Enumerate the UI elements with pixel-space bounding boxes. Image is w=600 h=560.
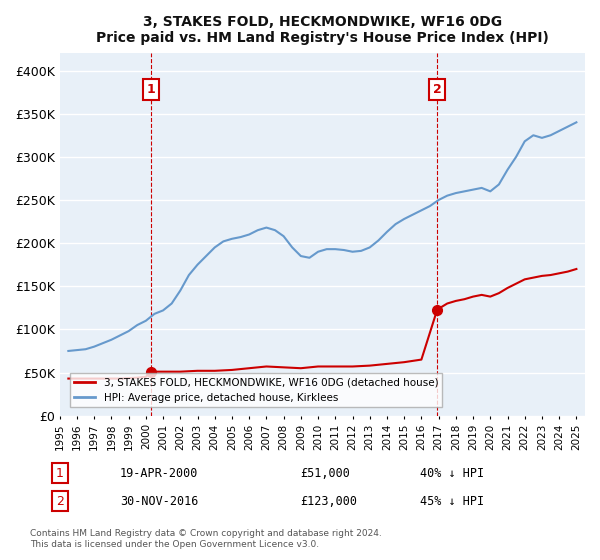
Text: 2: 2 (56, 494, 64, 508)
Text: 2: 2 (433, 83, 442, 96)
Legend: 3, STAKES FOLD, HECKMONDWIKE, WF16 0DG (detached house), HPI: Average price, det: 3, STAKES FOLD, HECKMONDWIKE, WF16 0DG (… (70, 374, 442, 407)
Text: £123,000: £123,000 (300, 494, 357, 508)
Text: 45% ↓ HPI: 45% ↓ HPI (420, 494, 484, 508)
Text: 1: 1 (56, 466, 64, 480)
Text: 19-APR-2000: 19-APR-2000 (120, 466, 199, 480)
Text: Contains HM Land Registry data © Crown copyright and database right 2024.
This d: Contains HM Land Registry data © Crown c… (30, 529, 382, 549)
Text: £51,000: £51,000 (300, 466, 350, 480)
Text: 30-NOV-2016: 30-NOV-2016 (120, 494, 199, 508)
Text: 1: 1 (146, 83, 155, 96)
Title: 3, STAKES FOLD, HECKMONDWIKE, WF16 0DG
Price paid vs. HM Land Registry's House P: 3, STAKES FOLD, HECKMONDWIKE, WF16 0DG P… (96, 15, 549, 45)
Text: 40% ↓ HPI: 40% ↓ HPI (420, 466, 484, 480)
